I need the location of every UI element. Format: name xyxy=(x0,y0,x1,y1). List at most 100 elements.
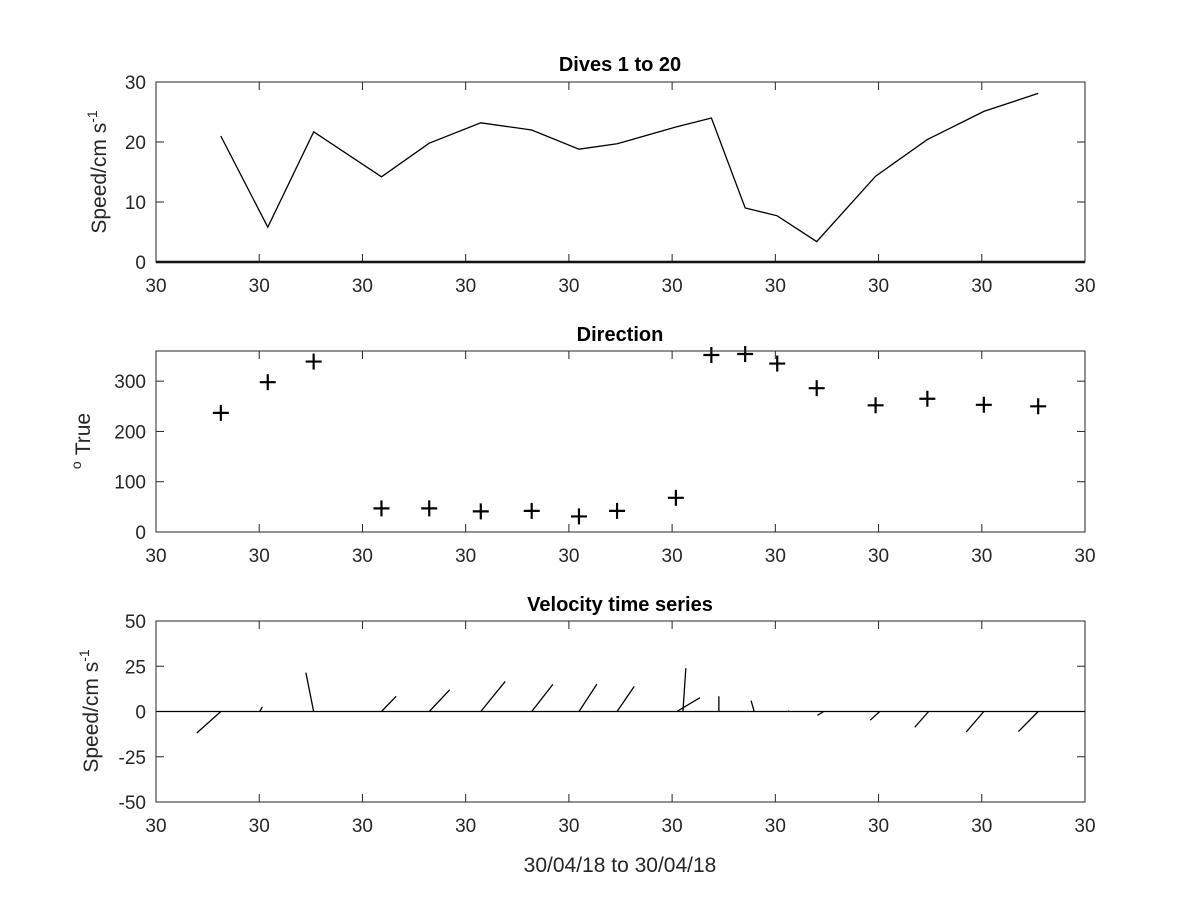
x-tick-label: 30 xyxy=(1074,816,1095,837)
y-tick-label: -50 xyxy=(119,793,146,814)
direction-point xyxy=(259,374,276,391)
speed-panel-y-ticks: 0 10 20 30 xyxy=(125,73,1085,274)
x-tick-label: 30 xyxy=(558,276,579,297)
velocity-stick xyxy=(682,668,687,712)
x-tick-label: 30 xyxy=(145,816,166,837)
y-tick-label: 200 xyxy=(114,422,146,443)
x-tick-label: 30 xyxy=(971,816,992,837)
x-tick-label: 30 xyxy=(662,276,683,297)
x-tick-label: 30 xyxy=(1074,546,1095,567)
direction-point xyxy=(808,380,825,397)
velocity-stick xyxy=(750,700,755,712)
velocity-stick xyxy=(381,695,397,712)
figure-xlabel: 30/04/18 to 30/04/18 xyxy=(524,854,717,877)
x-tick-label: 30 xyxy=(558,816,579,837)
x-tick-label: 30 xyxy=(1074,276,1095,297)
velocity-panel-ylabel: Speed/cm s-1 xyxy=(76,649,103,773)
velocity-panel-y-ticks: -50 -25 0 25 50 xyxy=(119,612,1085,814)
speed-panel-x-ticks: 30 30 30 30 30 30 30 30 30 30 xyxy=(145,82,1096,297)
direction-panel-title: Direction xyxy=(577,324,664,346)
x-tick-label: 30 xyxy=(868,546,889,567)
direction-point xyxy=(373,500,390,517)
velocity-panel-x-ticks: 30 30 30 30 30 30 30 30 30 30 xyxy=(145,621,1096,837)
y-tick-label: 20 xyxy=(125,133,146,154)
x-tick-label: 30 xyxy=(145,546,166,567)
direction-point xyxy=(523,502,540,519)
direction-point xyxy=(1030,398,1047,415)
velocity-panel-title: Velocity time series xyxy=(527,594,713,616)
x-tick-label: 30 xyxy=(352,276,373,297)
direction-point xyxy=(867,397,884,414)
velocity-stick xyxy=(787,710,790,712)
x-tick-label: 30 xyxy=(249,816,270,837)
x-tick-label: 30 xyxy=(455,546,476,567)
direction-point xyxy=(212,404,229,421)
direction-panel-y-ticks: 0 100 200 300 xyxy=(114,372,1085,544)
direction-point xyxy=(667,489,684,506)
velocity-stick xyxy=(578,683,598,712)
x-tick-label: 30 xyxy=(765,546,786,567)
direction-point xyxy=(305,353,322,370)
velocity-panel-axes-box xyxy=(155,620,1086,803)
velocity-stick xyxy=(676,697,701,713)
velocity-panel: Velocity time series Speed/cm s-1 -50 -25… xyxy=(76,594,1096,877)
direction-point xyxy=(703,347,720,364)
velocity-stick xyxy=(914,711,930,728)
x-tick-label: 30 xyxy=(455,816,476,837)
y-tick-label: -25 xyxy=(119,748,146,769)
velocity-stick xyxy=(965,711,985,733)
y-tick-label: 300 xyxy=(114,372,146,393)
x-tick-label: 30 xyxy=(249,546,270,567)
direction-point xyxy=(472,503,489,520)
direction-panel-x-ticks: 30 30 30 30 30 30 30 30 30 30 xyxy=(145,351,1096,567)
y-tick-label: 50 xyxy=(125,612,146,633)
direction-point xyxy=(570,508,587,525)
x-tick-label: 30 xyxy=(558,546,579,567)
velocity-stick xyxy=(1017,711,1039,733)
y-tick-label: 30 xyxy=(125,73,146,94)
speed-panel-title: Dives 1 to 20 xyxy=(559,54,681,76)
y-tick-label: 0 xyxy=(135,523,146,544)
speed-panel-ylabel: Speed/cm s-1 xyxy=(84,110,111,234)
x-tick-label: 30 xyxy=(868,276,889,297)
speed-series-line xyxy=(220,92,1039,243)
direction-panel-ylabel: oTrue xyxy=(68,413,95,469)
x-tick-label: 30 xyxy=(662,816,683,837)
direction-point xyxy=(421,500,438,517)
direction-point xyxy=(919,390,936,407)
x-tick-label: 30 xyxy=(352,816,373,837)
velocity-stick xyxy=(480,681,506,712)
y-tick-label: 0 xyxy=(135,703,146,724)
velocity-panel-plot-area xyxy=(156,668,1085,734)
y-tick-label: 10 xyxy=(125,193,146,214)
velocity-stick xyxy=(869,711,881,721)
x-tick-label: 30 xyxy=(765,816,786,837)
y-tick-label: 25 xyxy=(125,657,146,678)
direction-point xyxy=(609,502,626,519)
direction-panel-plot-area xyxy=(212,346,1047,525)
velocity-stick xyxy=(616,685,635,712)
speed-panel-axes-box xyxy=(155,81,1086,263)
velocity-stick xyxy=(817,710,825,716)
x-tick-label: 30 xyxy=(352,546,373,567)
x-tick-label: 30 xyxy=(455,276,476,297)
velocity-stick xyxy=(531,683,554,712)
direction-point xyxy=(737,346,754,363)
x-tick-label: 30 xyxy=(971,276,992,297)
x-tick-label: 30 xyxy=(662,546,683,567)
y-tick-label: 100 xyxy=(114,473,146,494)
x-tick-label: 30 xyxy=(145,276,166,297)
direction-point xyxy=(975,396,992,413)
velocity-stick xyxy=(428,689,451,712)
x-tick-label: 30 xyxy=(868,816,889,837)
x-tick-label: 30 xyxy=(249,276,270,297)
velocity-stick xyxy=(305,672,315,712)
velocity-stick xyxy=(196,711,222,734)
y-tick-label: 0 xyxy=(135,253,146,274)
x-tick-label: 30 xyxy=(971,546,992,567)
x-tick-label: 30 xyxy=(765,276,786,297)
